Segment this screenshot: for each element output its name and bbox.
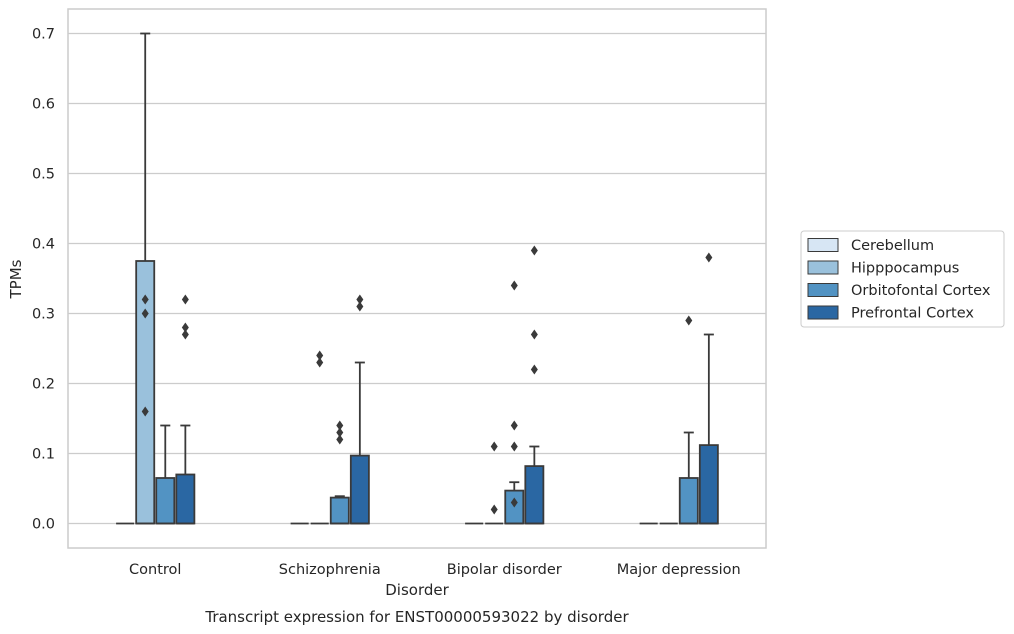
legend-label: Hipppocampus — [851, 261, 959, 277]
outlier-point — [510, 280, 518, 291]
x-tick-label: Schizophrenia — [279, 562, 381, 578]
box-group — [504, 280, 525, 525]
outlier-point — [181, 294, 189, 305]
outlier-point — [490, 441, 498, 452]
box-group — [175, 294, 196, 525]
y-axis: 0.0 0.1 0.2 0.3 0.4 0.5 0.6 0.7 — [32, 27, 55, 533]
box-group — [698, 252, 719, 525]
box — [155, 477, 176, 525]
grid-lines — [68, 32, 766, 525]
chart-marks — [116, 32, 719, 525]
box — [678, 477, 699, 525]
legend-swatch — [807, 260, 839, 275]
y-tick-label: 0.5 — [32, 167, 55, 183]
outlier-point — [510, 441, 518, 452]
outlier-point — [510, 420, 518, 431]
outlier-point — [316, 350, 324, 361]
y-tick-label: 0.1 — [32, 447, 55, 463]
legend: Cerebellum Hipppocampus Orbitofontal Corte… — [800, 230, 1005, 328]
legend-label: Orbitofontal Cortex — [851, 283, 991, 299]
box-group — [678, 315, 699, 525]
outlier-point — [181, 322, 189, 333]
outlier-point — [141, 308, 149, 319]
legend-label: Cerebellum — [851, 238, 934, 254]
outlier-point — [181, 329, 189, 340]
x-tick-label: Major depression — [617, 562, 741, 578]
y-tick-label: 0.3 — [32, 307, 55, 323]
box — [349, 454, 370, 525]
box — [524, 465, 545, 525]
x-tick-label: Bipolar disorder — [447, 562, 562, 578]
outlier-point — [685, 315, 693, 326]
outlier-point — [356, 294, 364, 305]
outlier-point — [141, 406, 149, 417]
y-tick-label: 0.6 — [32, 97, 55, 113]
box-group — [155, 424, 176, 525]
outlier-point — [530, 364, 538, 375]
box — [698, 444, 719, 525]
outlier-point — [336, 420, 344, 431]
outlier-point — [705, 252, 713, 263]
outlier-point — [356, 301, 364, 312]
outlier-point — [141, 294, 149, 305]
legend-item: Hipppocampus — [807, 260, 959, 277]
legend-swatch — [807, 305, 839, 320]
outlier-point — [510, 497, 518, 508]
box-group — [310, 350, 329, 525]
outlier-point — [316, 357, 324, 368]
outlier-point — [530, 329, 538, 340]
legend-swatch — [807, 238, 839, 252]
legend-item: Cerebellum — [807, 238, 934, 254]
y-tick-label: 0.7 — [32, 27, 55, 43]
legend-label: Prefrontal Cortex — [851, 306, 974, 322]
y-axis-title: TPMs — [7, 259, 25, 299]
figure-caption: Transcript expression for ENST0000059302… — [204, 608, 629, 626]
x-axis-title: Disorder — [385, 581, 449, 599]
box-group — [329, 420, 350, 525]
box-group — [524, 245, 545, 525]
box-group — [135, 32, 156, 525]
x-axis: Control Schizophrenia Bipolar disorder Majo… — [129, 562, 741, 578]
legend-swatch — [807, 283, 839, 297]
box — [175, 473, 196, 525]
y-tick-label: 0.4 — [32, 237, 55, 253]
legend-frame — [800, 230, 1005, 328]
box-group — [349, 294, 370, 525]
outlier-point — [336, 427, 344, 438]
y-tick-label: 0.0 — [32, 517, 55, 533]
outlier-point — [530, 245, 538, 256]
box — [329, 496, 350, 525]
legend-item: Prefrontal Cortex — [807, 305, 974, 322]
outlier-point — [490, 504, 498, 515]
legend-item: Orbitofontal Cortex — [807, 283, 991, 299]
plot-frame — [67, 8, 767, 549]
y-tick-label: 0.2 — [32, 377, 55, 393]
outlier-point — [336, 434, 344, 445]
box-group — [485, 441, 504, 525]
x-tick-label: Control — [129, 562, 181, 578]
